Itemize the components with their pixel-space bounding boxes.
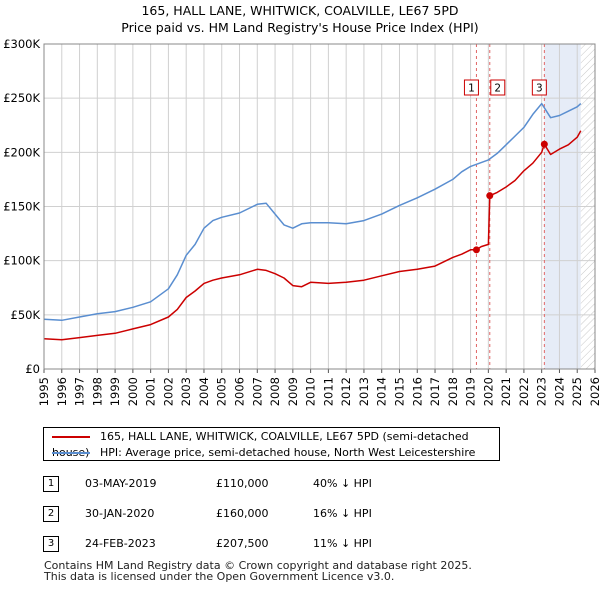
y-tick-label: £250K bbox=[3, 91, 40, 105]
annotation-label: 3 bbox=[531, 79, 547, 96]
x-tick-label: 2016 bbox=[410, 377, 424, 406]
x-tick-label: 2023 bbox=[535, 377, 549, 406]
row-price: £207,500 bbox=[216, 537, 269, 550]
row-date: 03-MAY-2019 bbox=[85, 477, 157, 490]
x-tick-label: 2007 bbox=[250, 377, 264, 406]
footer: Contains HM Land Registry data © Crown c… bbox=[44, 560, 472, 582]
x-tick-label: 1997 bbox=[73, 377, 87, 406]
y-tick-label: £200K bbox=[3, 145, 40, 159]
annotation-box bbox=[490, 79, 506, 96]
x-tick-label: 1995 bbox=[37, 377, 51, 406]
x-tick-label: 2014 bbox=[375, 377, 389, 406]
row-hpi: 11% ↓ HPI bbox=[313, 537, 372, 550]
legend-label-hpi: HPI: Average price, semi-detached house,… bbox=[100, 446, 476, 459]
y-tick-label: £0 bbox=[25, 362, 40, 376]
y-tick-label: £150K bbox=[3, 200, 40, 214]
x-tick-label: 2021 bbox=[499, 377, 513, 406]
chart-title-line2: Price paid vs. HM Land Registry's House … bbox=[121, 20, 479, 35]
annotation-box bbox=[531, 79, 547, 96]
x-tick-label: 2012 bbox=[339, 377, 353, 406]
x-tick-label: 2011 bbox=[321, 377, 335, 406]
x-tick-label: 2025 bbox=[570, 377, 584, 406]
x-tick-label: 2005 bbox=[215, 377, 229, 406]
x-tick-label: 2001 bbox=[144, 377, 158, 406]
footer-licence: This data is licensed under the Open Gov… bbox=[44, 570, 395, 583]
row-price: £160,000 bbox=[216, 507, 269, 520]
x-tick-label: 2018 bbox=[446, 377, 460, 406]
annotation-number: 2 bbox=[494, 83, 501, 95]
series-line-property bbox=[44, 130, 582, 341]
annotation-number: 3 bbox=[536, 83, 543, 95]
chart-title: 165, HALL LANE, WHITWICK, COALVILLE, LE6… bbox=[0, 2, 600, 36]
x-tick-label: 2026 bbox=[588, 377, 600, 406]
sale-point bbox=[486, 192, 494, 200]
x-tick-label: 1998 bbox=[90, 377, 104, 406]
sale-point bbox=[540, 140, 548, 148]
price-chart: 1 2 3 £0 £50K £100K £150K £200K £250K £300K 1995 1… bbox=[3, 37, 600, 406]
row-date: 30-JAN-2020 bbox=[85, 507, 155, 520]
legend-swatch-property bbox=[52, 436, 90, 438]
x-tick-label: 2015 bbox=[392, 377, 406, 406]
annotation-box bbox=[463, 79, 479, 96]
x-tick-label: 2019 bbox=[464, 377, 478, 406]
legend-swatch-hpi bbox=[52, 452, 90, 454]
annotation-label: 2 bbox=[490, 79, 506, 96]
y-tick-label: £100K bbox=[3, 254, 40, 268]
row-marker: 3 bbox=[43, 536, 59, 552]
row-hpi: 16% ↓ HPI bbox=[313, 507, 372, 520]
legend-item-hpi: HPI: Average price, semi-detached house,… bbox=[52, 445, 475, 461]
annotation-number: 1 bbox=[468, 83, 475, 95]
x-tick-label: 2009 bbox=[286, 377, 300, 406]
annotation-label: 1 bbox=[463, 79, 479, 96]
row-price: £110,000 bbox=[216, 477, 269, 490]
sale-point bbox=[472, 246, 480, 254]
chart-legend: 165, HALL LANE, WHITWICK, COALVILLE, LE6… bbox=[43, 427, 500, 461]
x-tick-label: 2017 bbox=[428, 377, 442, 406]
x-tick-label: 2024 bbox=[552, 377, 566, 406]
x-tick-label: 2004 bbox=[197, 377, 211, 406]
plot-border bbox=[43, 43, 596, 370]
row-hpi: 40% ↓ HPI bbox=[313, 477, 372, 490]
x-tick-label: 2003 bbox=[179, 377, 193, 406]
x-tick-label: 2013 bbox=[357, 377, 371, 406]
x-tick-label: 1996 bbox=[55, 377, 69, 406]
chart-title-line1: 165, HALL LANE, WHITWICK, COALVILLE, LE6… bbox=[141, 3, 459, 18]
y-tick-label: £50K bbox=[11, 308, 41, 322]
x-tick-label: 2020 bbox=[481, 377, 495, 406]
row-marker: 2 bbox=[43, 506, 59, 522]
legend-item-property: 165, HALL LANE, WHITWICK, COALVILLE, LE6… bbox=[52, 429, 499, 459]
x-tick-label: 2022 bbox=[517, 377, 531, 406]
x-tick-label: 2000 bbox=[126, 377, 140, 406]
x-tick-label: 2008 bbox=[268, 377, 282, 406]
row-date: 24-FEB-2023 bbox=[85, 537, 156, 550]
series-line-hpi bbox=[44, 102, 582, 322]
x-tick-label: 2002 bbox=[161, 377, 175, 406]
y-tick-label: £300K bbox=[3, 37, 40, 51]
x-tick-label: 2006 bbox=[233, 377, 247, 406]
x-tick-label: 1999 bbox=[108, 377, 122, 406]
footer-copyright: Contains HM Land Registry data © Crown c… bbox=[44, 559, 472, 572]
row-marker: 1 bbox=[43, 476, 59, 492]
x-tick-label: 2010 bbox=[304, 377, 318, 406]
